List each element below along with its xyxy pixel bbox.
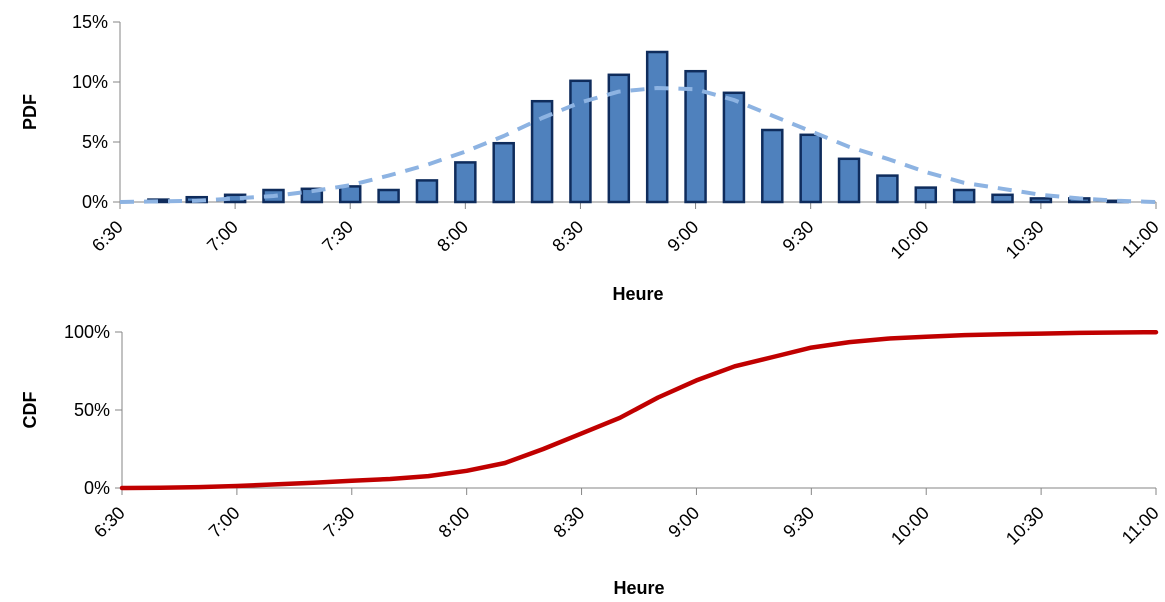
pdf-x-tick-label: 10:00 — [887, 217, 933, 263]
cdf-y-tick-label: 0% — [84, 478, 110, 498]
pdf-bar — [799, 133, 822, 204]
cdf-x-tick-label: 8:30 — [549, 503, 588, 542]
pdf-series-line — [119, 86, 1157, 204]
cdf-x-tick-label: 8:00 — [435, 503, 474, 542]
cdf-x-tick-label: 9:30 — [779, 503, 818, 542]
pdf-bar — [991, 193, 1014, 204]
cdf-x-axis-title: Heure — [613, 578, 664, 598]
pdf-x-tick-label: 6:30 — [88, 217, 127, 256]
pdf-bar — [454, 161, 477, 204]
pdf-x-tick-label: 9:00 — [663, 217, 702, 256]
pdf-bar — [645, 50, 669, 204]
pdf-y-tick-label: 15% — [72, 12, 108, 32]
pdf-x-tick-label: 11:00 — [1118, 217, 1163, 262]
pdf-y-tick-label: 5% — [82, 132, 108, 152]
cdf-x-tick-label: 10:30 — [1002, 503, 1048, 549]
pdf-x-tick-label: 10:30 — [1002, 217, 1048, 263]
pdf-x-tick-label: 9:30 — [779, 217, 818, 256]
cdf-y-axis-title: CDF — [20, 392, 40, 429]
pdf-bar — [377, 188, 400, 204]
pdf-bar — [338, 185, 362, 204]
pdf-bar — [761, 128, 784, 204]
cdf-x-tick-label: 7:00 — [205, 503, 244, 542]
cdf-x-tick-label: 10:00 — [887, 503, 933, 549]
cdf-x-tick-label: 9:00 — [664, 503, 703, 542]
cdf-y-tick-label: 100% — [64, 322, 110, 342]
pdf-bar — [415, 179, 439, 204]
pdf-bar — [876, 174, 899, 204]
cdf-x-tick-label: 11:00 — [1118, 503, 1163, 548]
pdf-bar — [722, 91, 746, 204]
pdf-y-tick-label: 10% — [72, 72, 108, 92]
cdf-y-tick-label: 50% — [74, 400, 110, 420]
cdf-x-tick-label: 6:30 — [90, 503, 129, 542]
pdf-bar — [607, 73, 631, 204]
pdf-bar — [684, 69, 707, 204]
pdf-bar — [952, 188, 976, 204]
pdf-bar — [837, 157, 861, 204]
pdf-x-tick-label: 7:00 — [203, 217, 242, 256]
pdf-y-axis-title: PDF — [20, 94, 40, 130]
pdf-x-tick-label: 8:00 — [433, 217, 472, 256]
pdf-bar — [1029, 197, 1053, 204]
cdf-x-tick-label: 7:30 — [320, 503, 359, 542]
pdf-bar — [492, 141, 515, 204]
cdf-series-line — [119, 329, 1159, 491]
pdf-x-tick-label: 8:30 — [548, 217, 587, 256]
pdf-bar — [569, 79, 592, 204]
pdf-x-axis-title: Heure — [612, 284, 663, 304]
pdf-y-tick-label: 0% — [82, 192, 108, 212]
pdf-x-tick-label: 7:30 — [318, 217, 357, 256]
pdf-bar — [914, 186, 938, 204]
pdf-bar — [530, 99, 554, 204]
